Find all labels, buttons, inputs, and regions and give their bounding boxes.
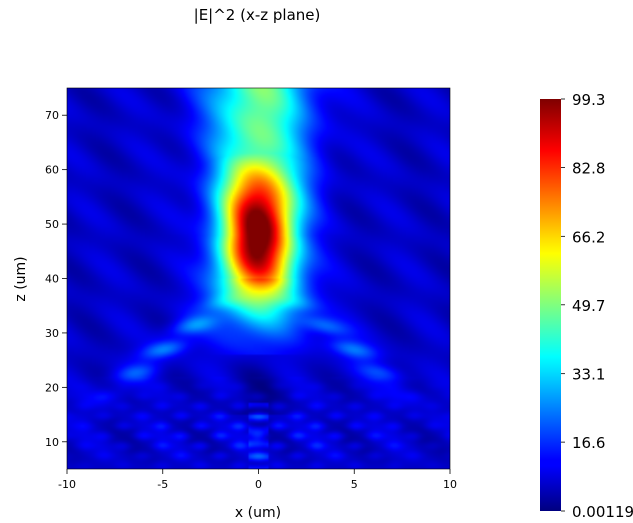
colorbar: 0.00119 16.6 33.1 49.7 66.2 82.8 99.3 [540,91,633,521]
x-tick-label: 5 [351,478,358,491]
y-tick-label: 40 [45,273,59,286]
y-axis: 10 20 30 40 50 60 70 [45,109,67,449]
colorbar-tick-label: 82.8 [572,159,605,177]
plot-area [66,87,451,470]
x-tick-label: -10 [58,478,76,491]
colorbar-ticks: 0.00119 16.6 33.1 49.7 66.2 82.8 99.3 [561,91,633,521]
x-tick-label: -5 [157,478,168,491]
y-tick-label: 30 [45,327,59,340]
x-axis-label: x (um) [235,505,281,521]
heatmap-image [67,88,450,469]
y-axis-label: z (um) [13,256,29,301]
colorbar-tick-label: 16.6 [572,434,605,452]
colorbar-tick-label: 0.00119 [572,503,633,521]
colorbar-tick-label: 99.3 [572,91,605,109]
chart-title: |E|^2 (x-z plane) [194,6,321,24]
colorbar-tick-label: 49.7 [572,297,605,315]
y-tick-label: 20 [45,381,59,394]
colorbar-gradient [540,99,561,511]
colorbar-tick-label: 66.2 [572,228,605,246]
colorbar-tick-label: 33.1 [572,366,605,384]
x-tick-label: 10 [443,478,457,491]
y-tick-label: 50 [45,218,59,231]
y-tick-label: 70 [45,109,59,122]
x-tick-label: 0 [255,478,262,491]
y-tick-label: 60 [45,164,59,177]
y-tick-label: 10 [45,436,59,449]
x-axis: -10 -5 0 5 10 [58,469,457,491]
